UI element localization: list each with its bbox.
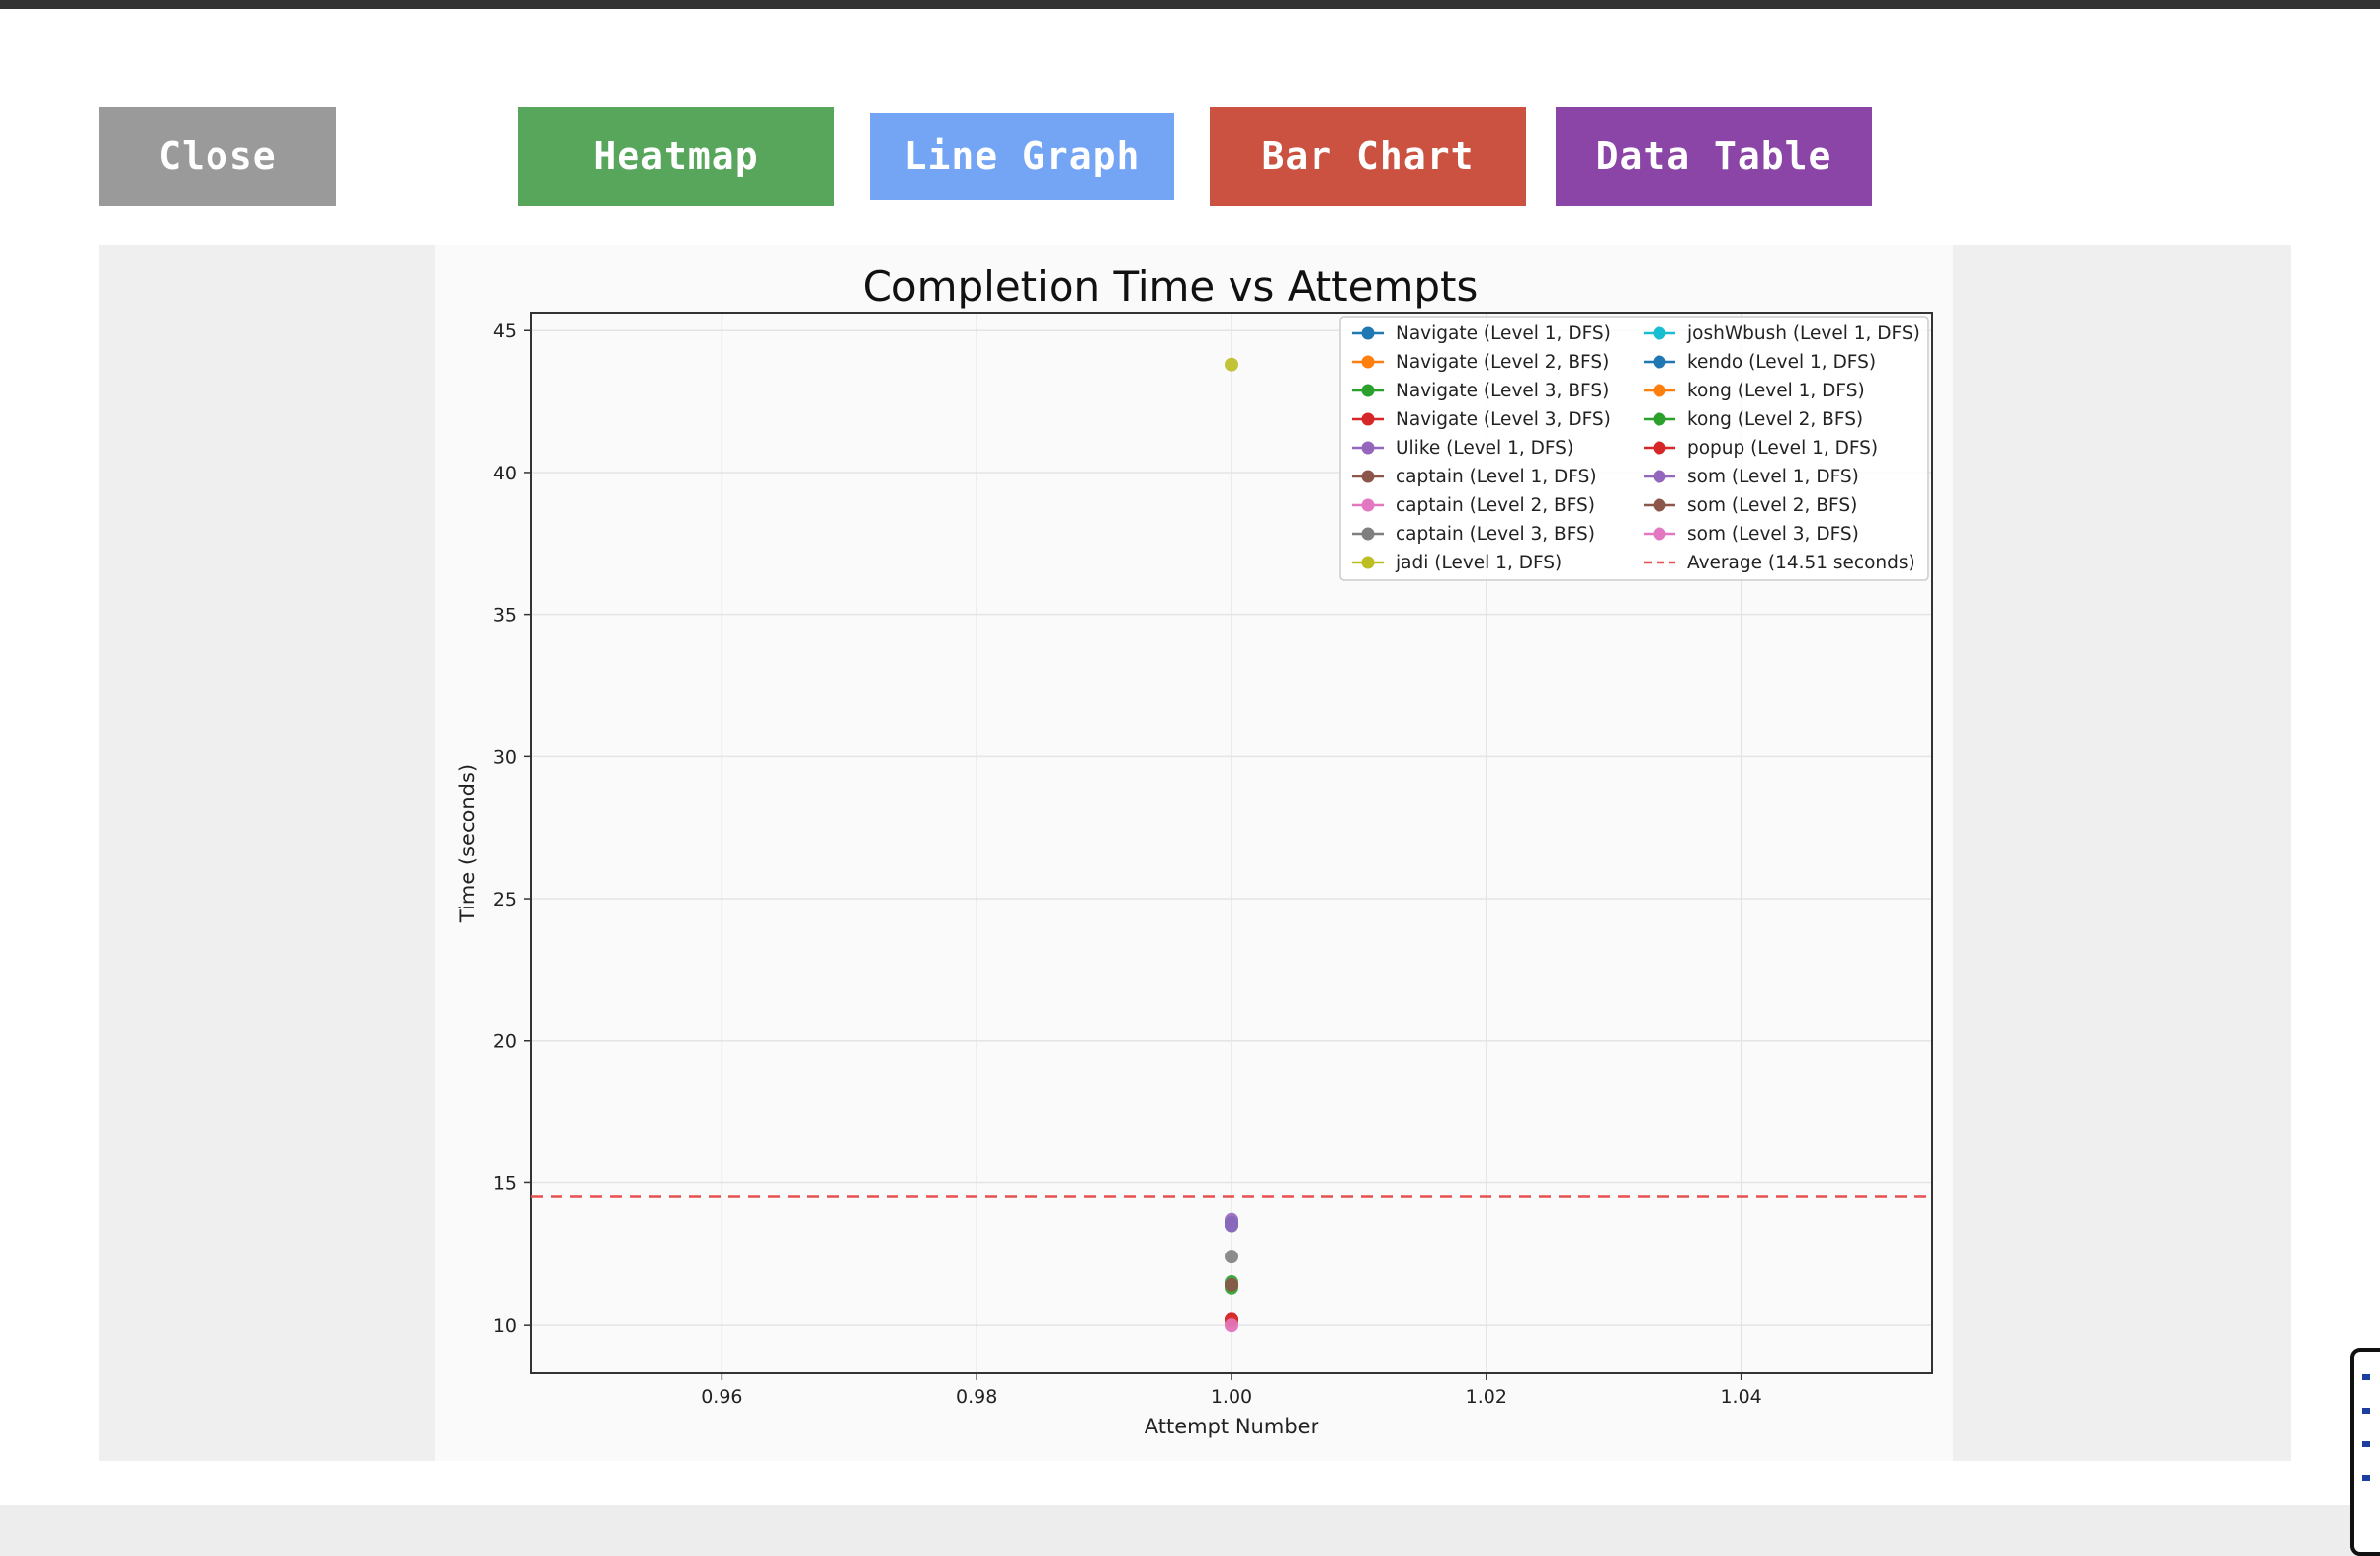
legend-label: som (Level 1, DFS) xyxy=(1687,467,1859,487)
y-tick-label: 15 xyxy=(493,1172,517,1194)
legend-swatch-marker xyxy=(1361,441,1375,455)
x-tick-label: 1.00 xyxy=(1211,1386,1252,1408)
legend-label: Navigate (Level 3, BFS) xyxy=(1396,381,1609,401)
legend-label: som (Level 3, DFS) xyxy=(1687,524,1859,545)
y-tick-label: 40 xyxy=(493,463,517,484)
legend-swatch-marker xyxy=(1361,412,1375,426)
chart-legend: Navigate (Level 1, DFS) Navigate (Level 2… xyxy=(1339,316,1929,581)
chart-svg: Completion Time vs Attempts 0.96 0.98 1.00… xyxy=(456,262,1933,1438)
legend-item: Navigate (Level 3, DFS) xyxy=(1352,409,1611,430)
legend-swatch-marker xyxy=(1361,384,1375,397)
legend-label: captain (Level 3, BFS) xyxy=(1396,524,1595,545)
legend-item: captain (Level 3, BFS) xyxy=(1352,524,1595,545)
chart-viewer-panel: Completion Time vs Attempts 0.96 0.98 1.00… xyxy=(99,245,2291,1461)
widget-mark xyxy=(2362,1475,2370,1481)
window-top-bar xyxy=(0,0,2380,9)
legend-label: kendo (Level 1, DFS) xyxy=(1687,352,1876,373)
legend-swatch-marker xyxy=(1653,412,1666,426)
y-tick-label: 25 xyxy=(493,889,517,910)
x-tick-label: 1.02 xyxy=(1466,1386,1507,1408)
legend-swatch-marker xyxy=(1653,470,1666,483)
side-widget[interactable] xyxy=(2350,1348,2380,1556)
legend-item: kong (Level 2, BFS) xyxy=(1644,409,1863,430)
legend-swatch-marker xyxy=(1361,355,1375,369)
y-tick-label: 45 xyxy=(493,320,517,342)
y-tick-label: 30 xyxy=(493,746,517,768)
data-point xyxy=(1225,357,1238,372)
legend-item: popup (Level 1, DFS) xyxy=(1644,438,1878,459)
legend-label: Navigate (Level 3, DFS) xyxy=(1396,409,1611,430)
widget-mark xyxy=(2362,1408,2370,1414)
y-tick-label: 10 xyxy=(493,1315,517,1337)
legend-item: som (Level 2, BFS) xyxy=(1644,495,1857,516)
chart-image: Completion Time vs Attempts 0.96 0.98 1.00… xyxy=(435,245,1953,1461)
legend-swatch-marker xyxy=(1653,326,1666,340)
legend-item: som (Level 3, DFS) xyxy=(1644,524,1859,545)
bar-chart-button[interactable]: Bar Chart xyxy=(1210,107,1526,206)
legend-swatch-marker xyxy=(1361,498,1375,512)
legend-item: som (Level 1, DFS) xyxy=(1644,467,1859,487)
heatmap-button[interactable]: Heatmap xyxy=(518,107,834,206)
legend-label: captain (Level 2, BFS) xyxy=(1396,495,1595,516)
legend-swatch-marker xyxy=(1361,326,1375,340)
legend-label: popup (Level 1, DFS) xyxy=(1687,438,1878,459)
legend-label: kong (Level 2, BFS) xyxy=(1687,409,1863,430)
legend-label: captain (Level 1, DFS) xyxy=(1396,467,1597,487)
data-points xyxy=(1225,357,1238,1333)
x-tick-label: 1.04 xyxy=(1720,1386,1761,1408)
data-point xyxy=(1225,1277,1238,1292)
legend-swatch-marker xyxy=(1361,470,1375,483)
legend-item: kong (Level 1, DFS) xyxy=(1644,381,1865,401)
close-button[interactable]: Close xyxy=(99,107,336,206)
data-point xyxy=(1225,1250,1238,1264)
legend-swatch-marker xyxy=(1653,498,1666,512)
chart-title: Completion Time vs Attempts xyxy=(863,262,1479,310)
legend-label: Navigate (Level 1, DFS) xyxy=(1396,323,1611,344)
legend-label: Ulike (Level 1, DFS) xyxy=(1396,438,1573,459)
legend-item: Navigate (Level 2, BFS) xyxy=(1352,352,1609,373)
legend-swatch-marker xyxy=(1653,355,1666,369)
legend-item: captain (Level 2, BFS) xyxy=(1352,495,1595,516)
y-tick-label: 20 xyxy=(493,1031,517,1053)
legend-item: kendo (Level 1, DFS) xyxy=(1644,352,1876,373)
legend-item: Navigate (Level 1, DFS) xyxy=(1352,323,1611,344)
legend-item: jadi (Level 1, DFS) xyxy=(1352,553,1562,573)
legend-item: Ulike (Level 1, DFS) xyxy=(1352,438,1573,459)
legend-label: som (Level 2, BFS) xyxy=(1687,495,1857,516)
data-table-button[interactable]: Data Table xyxy=(1556,107,1872,206)
legend-swatch-marker xyxy=(1653,441,1666,455)
legend-label: Navigate (Level 2, BFS) xyxy=(1396,352,1609,373)
data-point xyxy=(1225,1318,1238,1333)
line-graph-button[interactable]: Line Graph xyxy=(870,113,1174,200)
legend-item: Average (14.51 seconds) xyxy=(1644,553,1915,573)
bottom-strip xyxy=(0,1505,2380,1556)
legend-label: Average (14.51 seconds) xyxy=(1687,553,1915,573)
data-point xyxy=(1225,1218,1238,1233)
legend-swatch-marker xyxy=(1361,527,1375,541)
widget-mark xyxy=(2362,1374,2370,1380)
y-tick-label: 35 xyxy=(493,605,517,627)
legend-item: captain (Level 1, DFS) xyxy=(1352,467,1597,487)
legend-swatch-marker xyxy=(1361,556,1375,569)
x-tick-label: 0.98 xyxy=(956,1386,997,1408)
x-tick-label: 0.96 xyxy=(701,1386,742,1408)
legend-label: joshWbush (Level 1, DFS) xyxy=(1686,323,1920,344)
y-axis-title: Time (seconds) xyxy=(456,764,479,923)
legend-swatch-marker xyxy=(1653,384,1666,397)
legend-item: Navigate (Level 3, BFS) xyxy=(1352,381,1609,401)
widget-mark xyxy=(2362,1441,2370,1447)
legend-items: Navigate (Level 1, DFS) Navigate (Level 2… xyxy=(1352,323,1920,573)
legend-swatch-marker xyxy=(1653,527,1666,541)
axis-ticks: 0.96 0.98 1.00 1.02 1.04 10 15 20 25 30 35 40 45 xyxy=(493,320,1762,1408)
legend-label: jadi (Level 1, DFS) xyxy=(1395,553,1562,573)
legend-box xyxy=(1339,316,1929,581)
legend-label: kong (Level 1, DFS) xyxy=(1687,381,1865,401)
legend-item: joshWbush (Level 1, DFS) xyxy=(1644,323,1920,344)
x-axis-title: Attempt Number xyxy=(1145,1415,1319,1438)
